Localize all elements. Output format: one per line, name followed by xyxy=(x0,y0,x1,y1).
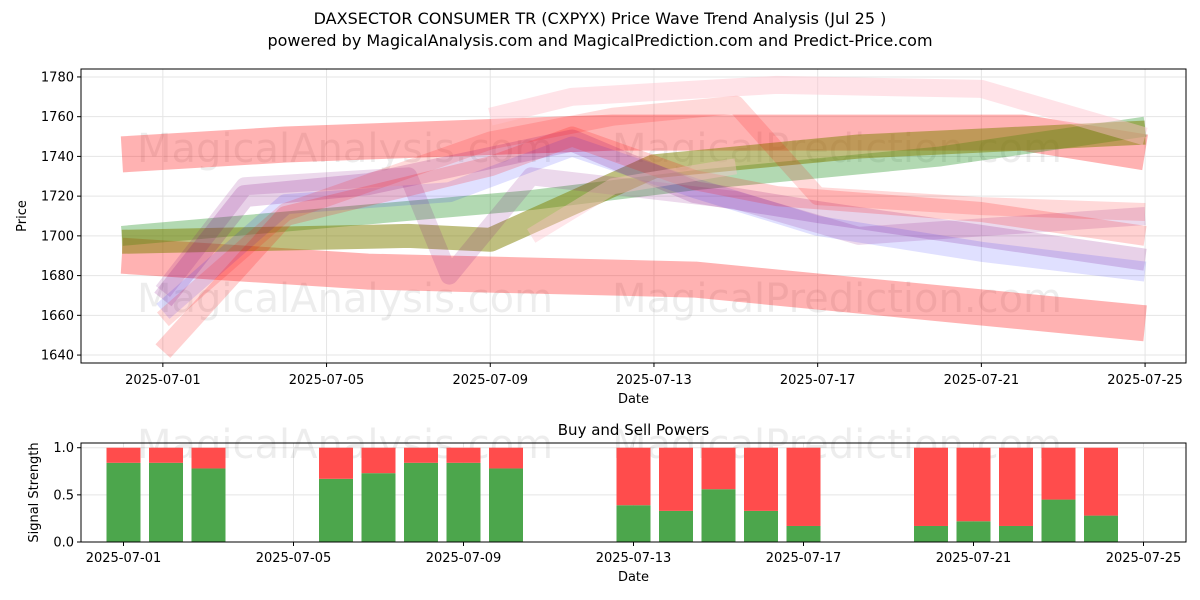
sell-power-bar xyxy=(446,447,481,463)
signal-panel-title: Buy and Sell Powers xyxy=(558,421,710,439)
buy-power-bar xyxy=(489,468,523,542)
buy-power-bar xyxy=(106,462,141,542)
sell-power-bar xyxy=(956,447,991,522)
price-wave-band xyxy=(120,237,1147,342)
signal-x-tick-label: 2025-07-09 xyxy=(426,551,502,566)
watermark-text: MagicalAnalysis.com xyxy=(137,276,553,322)
buy-power-bar xyxy=(1084,515,1118,542)
buy-power-bar xyxy=(1041,499,1076,542)
buy-power-bar xyxy=(659,510,693,542)
buy-power-bar xyxy=(616,505,651,542)
chart-title: DAXSECTOR CONSUMER TR (CXPYX) Price Wave… xyxy=(313,9,887,28)
sell-power-bar xyxy=(1084,447,1118,516)
price-x-tick-label: 2025-07-05 xyxy=(289,373,365,388)
price-y-tick-label: 1700 xyxy=(41,229,74,244)
price-axes-frame xyxy=(80,68,1187,364)
price-x-tick-label: 2025-07-25 xyxy=(1107,373,1183,388)
price-wave-band xyxy=(154,129,1147,307)
signal-x-tick-label: 2025-07-13 xyxy=(596,551,672,566)
buy-power-bar xyxy=(701,489,736,542)
signal-y-tick-label: 1.0 xyxy=(53,441,74,456)
price-wave-band xyxy=(155,126,1147,358)
price-y-tick-label: 1740 xyxy=(41,150,74,165)
price-x-tick-label: 2025-07-01 xyxy=(125,373,201,388)
sell-power-bar xyxy=(999,447,1033,526)
signal-x-tick-label: 2025-07-25 xyxy=(1106,551,1182,566)
signal-y-axis-label: Signal Strength xyxy=(27,442,42,542)
signal-x-tick-label: 2025-07-17 xyxy=(766,551,842,566)
signal-y-tick-label: 0.0 xyxy=(53,536,74,551)
price-wave-bands xyxy=(120,75,1148,358)
price-y-tick-label: 1720 xyxy=(41,190,74,205)
watermark-text: MagicalAnalysis.com xyxy=(137,126,553,172)
buy-power-bar xyxy=(956,521,991,542)
price-x-axis-label: Date xyxy=(618,392,649,407)
sell-power-bar xyxy=(191,447,226,469)
signal-x-tick-label: 2025-07-01 xyxy=(86,551,162,566)
buy-power-bar xyxy=(404,462,438,542)
buy-power-bar xyxy=(361,473,396,542)
price-x-tick-label: 2025-07-21 xyxy=(944,373,1020,388)
price-x-tick-label: 2025-07-17 xyxy=(780,373,856,388)
buy-power-bar xyxy=(914,525,948,542)
price-wave-band xyxy=(156,95,1146,327)
buy-power-bar xyxy=(999,525,1033,542)
signal-x-tick-label: 2025-07-21 xyxy=(936,551,1012,566)
signal-y-tick-label: 0.5 xyxy=(53,488,74,503)
sell-power-bar xyxy=(489,447,523,469)
sell-power-bar xyxy=(786,447,821,526)
buy-power-bar xyxy=(446,462,481,542)
signal-panel: MagicalAnalysis.com MagicalPrediction.com… xyxy=(27,421,1187,585)
price-wave-band xyxy=(156,136,1147,319)
price-y-tick-label: 1780 xyxy=(41,70,74,85)
sell-power-bar xyxy=(404,447,438,463)
signal-x-axis-label: Date xyxy=(618,570,649,585)
price-y-tick-label: 1680 xyxy=(41,269,74,284)
sell-power-bar xyxy=(701,447,736,490)
watermark-text: MagicalPrediction.com xyxy=(612,276,1062,322)
sell-power-bar xyxy=(1041,447,1076,500)
price-wave-band xyxy=(488,75,1148,146)
sell-power-bar xyxy=(149,447,183,463)
price-wave-band xyxy=(121,120,1146,254)
sell-power-bar xyxy=(744,447,778,511)
price-y-tick-label: 1660 xyxy=(41,309,74,324)
sell-power-bar xyxy=(616,447,651,506)
price-x-tick-label: 2025-07-09 xyxy=(452,373,528,388)
chart-subtitle: powered by MagicalAnalysis.com and Magic… xyxy=(267,31,933,50)
sell-power-bar xyxy=(659,447,693,511)
sell-power-bar xyxy=(361,447,396,474)
sell-power-bar xyxy=(106,447,141,463)
buy-power-bar xyxy=(786,525,821,542)
price-plot-area xyxy=(81,69,1186,363)
price-x-tick-label: 2025-07-13 xyxy=(616,373,692,388)
buy-power-bar xyxy=(319,478,353,542)
price-wave-band xyxy=(155,167,1146,298)
price-y-tick-label: 1640 xyxy=(41,349,74,364)
buy-power-bar xyxy=(744,510,778,542)
price-y-tick-label: 1760 xyxy=(41,110,74,125)
signal-x-tick-label: 2025-07-05 xyxy=(256,551,332,566)
buy-power-bar xyxy=(191,468,226,542)
sell-power-bar xyxy=(914,447,948,526)
price-panel: MagicalAnalysis.com MagicalPrediction.com… xyxy=(15,68,1187,407)
price-wave-band xyxy=(527,158,738,243)
price-y-axis-label: Price xyxy=(15,200,30,232)
sell-power-bar xyxy=(319,447,353,479)
buy-power-bar xyxy=(149,462,183,542)
